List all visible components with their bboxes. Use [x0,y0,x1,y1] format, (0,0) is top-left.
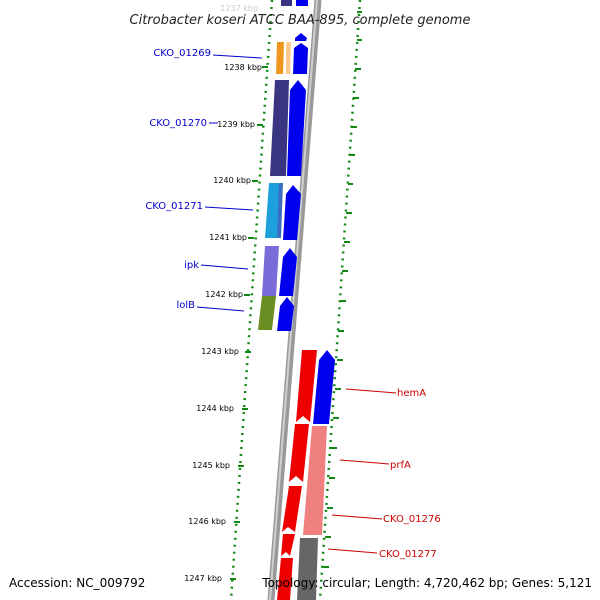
gene-feature-cko-01270-forward[interactable] [287,80,306,176]
gene-label-hema[interactable]: hemA [397,388,426,399]
scale-tick-label: 1241 kbp [209,233,247,242]
gene-label-lolb[interactable]: lolB [176,300,195,311]
gene-feature-cko-01277-reverse[interactable] [281,534,295,556]
gene-label-cko-01277[interactable]: CKO_01277 [379,549,437,560]
gene-feature-ipk-reverse[interactable] [262,246,279,296]
scale-tick-label: 1240 kbp [213,176,251,185]
gene-feature-hema-reverse[interactable] [296,350,317,422]
gene-feature[interactable] [281,0,292,6]
gene-label-cko-01271[interactable]: CKO_01271 [145,201,203,212]
gene-label-cko-01276[interactable]: CKO_01276 [383,514,441,525]
gene-feature-ipk-forward[interactable] [279,248,297,296]
scale-tick-label: 1244 kbp [196,404,234,413]
sequence-backbone-highlight [269,0,318,600]
ruler-left-ticks [230,66,268,580]
gene-label-prfa[interactable]: prfA [390,460,411,471]
scale-tick-label: 1247 kbp [184,574,222,583]
gene-feature-cko-01271-forward[interactable] [283,185,301,240]
gene-label-ipk[interactable]: ipk [184,260,199,271]
gene-feature-lolb-forward[interactable] [277,297,294,331]
gene-feature-cko-01271-reverse[interactable] [265,183,280,238]
gene-feature-cko-01269-reverse[interactable] [276,42,284,74]
gene-feature[interactable] [296,0,308,6]
accession-text: Accession: NC_009792 [9,576,145,590]
gene-feature-prfa-forward[interactable] [303,426,327,535]
label-leader-lines-right [327,388,397,554]
label-leader-lines-left [196,54,263,312]
gene-feature-cko-01276-reverse[interactable] [282,486,302,532]
scale-tick-label: 1242 kbp [205,290,243,299]
gene-feature-cko-01277-grey[interactable] [297,538,318,600]
gene-label-cko-01269[interactable]: CKO_01269 [153,48,211,59]
gene-feature-cko-01271-reverse-b[interactable] [277,183,283,238]
gene-feature-hema-forward[interactable] [313,350,335,424]
gene-feature-cko-01270-reverse[interactable] [270,80,289,176]
scale-tick-label: 1237 kbp [220,4,258,13]
scale-tick-label: 1245 kbp [192,461,230,470]
gene-feature-prfa-reverse[interactable] [289,424,309,482]
scale-tick-label: 1238 kbp [224,63,262,72]
gene-feature-cko-01269-forward[interactable] [293,43,308,74]
ruler-right-ticks [323,11,362,568]
scale-tick-label: 1246 kbp [188,517,226,526]
gene-feature-cko-01269-a[interactable] [286,42,291,74]
map-title: Citrobacter koseri ATCC BAA-895, complet… [130,13,471,28]
scale-tick-label: 1239 kbp [217,120,255,129]
scale-tick-label: 1243 kbp [201,347,239,356]
gene-feature-cko-01269-fwd-small[interactable] [295,33,307,41]
gene-feature-cko-01277-reverse-b[interactable] [277,558,293,600]
topology-text: Topology: circular; Length: 4,720,462 bp… [261,576,592,590]
gene-label-cko-01270[interactable]: CKO_01270 [149,118,207,129]
gene-feature-lolb-reverse[interactable] [258,296,276,330]
